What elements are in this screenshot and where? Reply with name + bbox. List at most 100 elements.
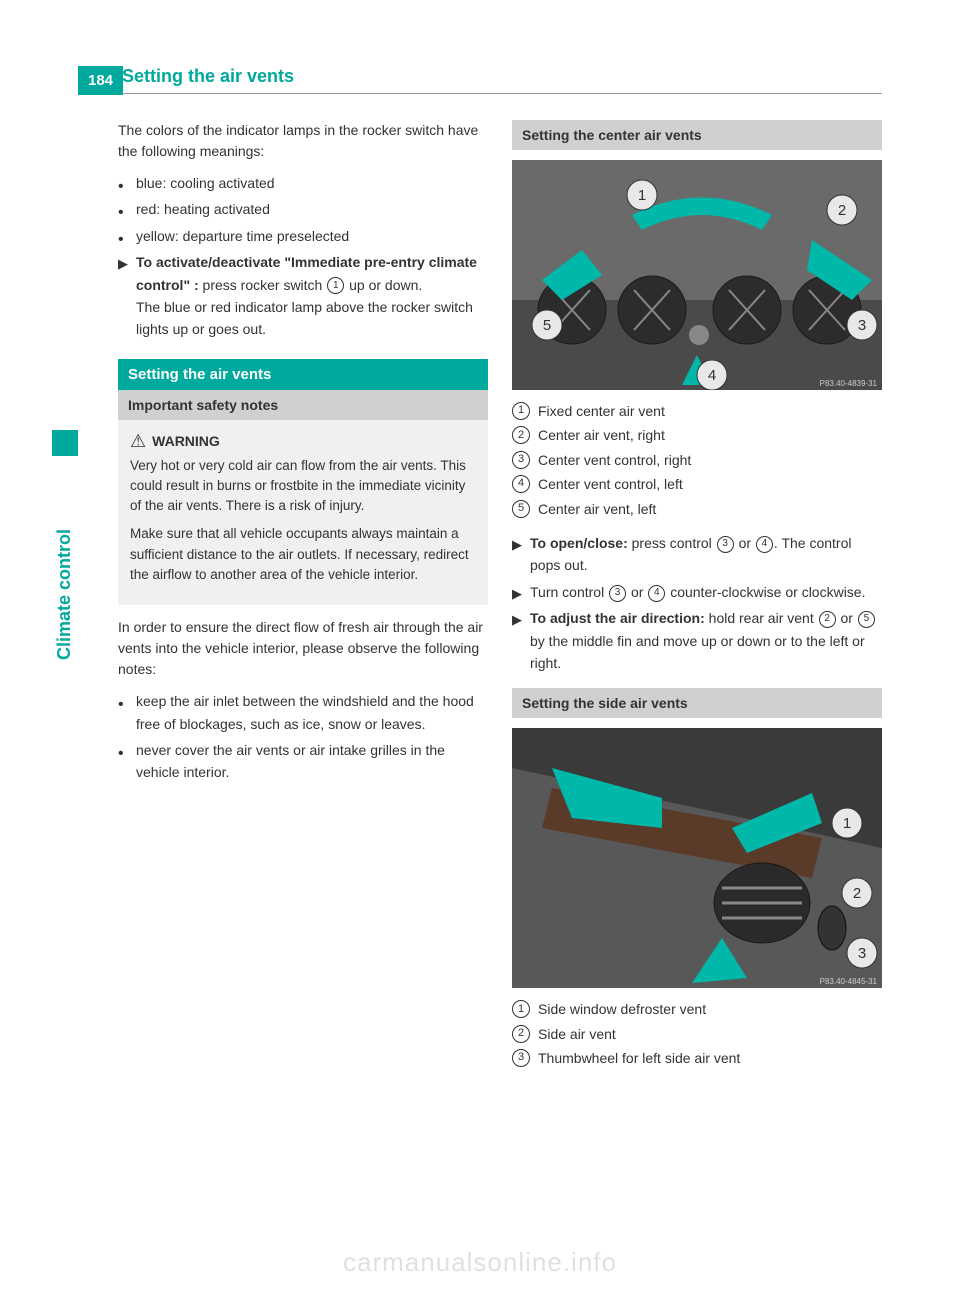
- action-icon: ▶: [118, 254, 128, 275]
- bullet-icon: •: [118, 200, 124, 226]
- t: press rocker switch: [199, 277, 327, 293]
- svg-text:3: 3: [858, 945, 866, 962]
- page-title: Setting the air vents: [122, 66, 294, 86]
- content-columns: The colors of the indicator lamps in the…: [118, 120, 882, 1081]
- warning-header: ⚠ WARNING: [130, 432, 476, 450]
- legend-text: Center vent control, right: [538, 449, 691, 471]
- callout-ref-icon: 3: [717, 536, 734, 553]
- subsection-heading: Setting the side air vents: [512, 688, 882, 718]
- callout-number-icon: 3: [512, 451, 530, 469]
- list-item: • never cover the air vents or air intake…: [118, 739, 488, 784]
- warning-text: Very hot or very cold air can flow from …: [130, 456, 476, 517]
- legend-text: Center air vent, right: [538, 424, 665, 446]
- image-ref: P83.40-4839-31: [820, 379, 878, 388]
- legend-text: Fixed center air vent: [538, 400, 665, 422]
- callout-number-icon: 2: [512, 426, 530, 444]
- bullet-icon: •: [118, 227, 124, 253]
- action-item: ▶ Turn control 3 or 4 counter-clockwise …: [512, 581, 882, 603]
- svg-text:2: 2: [853, 885, 861, 902]
- side-vents-figure: 1 2 3 P83.40-4845-31: [512, 728, 882, 988]
- center-vents-figure: 1 2 3 4 5 P83.40-4839-31: [512, 160, 882, 390]
- action-icon: ▶: [512, 584, 522, 605]
- callout-number-icon: 1: [512, 402, 530, 420]
- callout-1: 1: [638, 187, 646, 204]
- t: or: [837, 610, 857, 626]
- action-result: The blue or red indicator lamp above the…: [136, 299, 473, 337]
- action-item: ▶ To adjust the air direction: hold rear…: [512, 607, 882, 674]
- section-heading: Setting the air vents: [118, 359, 488, 390]
- legend-text: Thumbwheel for left side air vent: [538, 1047, 740, 1069]
- svg-text:3: 3: [858, 317, 866, 334]
- t: hold rear air vent: [705, 610, 818, 626]
- list-text: keep the air inlet between the windshiel…: [136, 693, 474, 731]
- warning-text: Make sure that all vehicle occupants alw…: [130, 524, 476, 585]
- svg-text:5: 5: [543, 317, 551, 334]
- action-text: To activate/deactivate "Immediate pre-en…: [136, 254, 477, 337]
- t: counter-clockwise or clockwise.: [666, 584, 865, 600]
- action-item: ▶ To activate/deactivate "Immediate pre-…: [118, 251, 488, 341]
- t: up or down.: [345, 277, 422, 293]
- t: press control: [628, 535, 716, 551]
- action-text: To open/close: press control 3 or 4. The…: [530, 535, 851, 573]
- legend-item: 5 Center air vent, left: [512, 498, 882, 520]
- list-text: red: heating activated: [136, 201, 270, 217]
- legend-text: Side window defroster vent: [538, 998, 706, 1020]
- intro-text: The colors of the indicator lamps in the…: [118, 120, 488, 162]
- t: or: [735, 535, 755, 551]
- legend-item: 4 Center vent control, left: [512, 473, 882, 495]
- callout-number-icon: 5: [512, 500, 530, 518]
- legend-text: Center vent control, left: [538, 473, 683, 495]
- list-text: never cover the air vents or air intake …: [136, 742, 445, 780]
- warning-icon: ⚠: [130, 432, 146, 450]
- legend-item: 3Thumbwheel for left side air vent: [512, 1047, 882, 1069]
- image-ref: P83.40-4845-31: [820, 977, 878, 986]
- indicator-color-list: •blue: cooling activated •red: heating a…: [118, 172, 488, 341]
- callout-number-icon: 4: [512, 475, 530, 493]
- legend-item: 1 Fixed center air vent: [512, 400, 882, 422]
- legend-text: Center air vent, left: [538, 498, 656, 520]
- callout-ref-icon: 5: [858, 611, 875, 628]
- action-item: ▶ To open/close: press control 3 or 4. T…: [512, 532, 882, 577]
- subsection-heading: Important safety notes: [118, 390, 488, 420]
- legend-item: 2 Center air vent, right: [512, 424, 882, 446]
- center-vents-legend: 1 Fixed center air vent 2 Center air vent,…: [512, 400, 882, 520]
- svg-text:1: 1: [843, 815, 851, 832]
- t: To adjust the air direction:: [530, 610, 705, 626]
- side-vents-legend: 1 Side window defroster vent 2 Side air ve…: [512, 998, 882, 1069]
- center-vents-actions: ▶ To open/close: press control 3 or 4. T…: [512, 532, 882, 674]
- t: or: [627, 584, 647, 600]
- right-column: Setting the center air vents: [512, 120, 882, 1081]
- legend-text: Side air vent: [538, 1023, 616, 1045]
- subsection-heading: Setting the center air vents: [512, 120, 882, 150]
- bullet-icon: •: [118, 741, 124, 767]
- bullet-icon: •: [118, 174, 124, 200]
- warning-label: WARNING: [152, 433, 220, 449]
- body-text: In order to ensure the direct flow of fr…: [118, 617, 488, 680]
- list-item: •blue: cooling activated: [118, 172, 488, 194]
- list-item: • keep the air inlet between the windshie…: [118, 690, 488, 735]
- callout-ref-icon: 3: [609, 585, 626, 602]
- callout-number-icon: 1: [512, 1000, 530, 1018]
- callout-ref-icon: 4: [756, 536, 773, 553]
- legend-item: 3 Center vent control, right: [512, 449, 882, 471]
- left-column: The colors of the indicator lamps in the…: [118, 120, 488, 1081]
- t: To open/close:: [530, 535, 628, 551]
- callout-ref-icon: 4: [648, 585, 665, 602]
- legend-item: 1 Side window defroster vent: [512, 998, 882, 1020]
- callout-ref-icon: 1: [327, 277, 344, 294]
- action-text: To adjust the air direction: hold rear a…: [530, 610, 876, 671]
- list-item: •red: heating activated: [118, 198, 488, 220]
- legend-item: 2 Side air vent: [512, 1023, 882, 1045]
- side-tab-marker: [52, 430, 78, 456]
- callout-number-icon: 2: [512, 1025, 530, 1043]
- list-text: blue: cooling activated: [136, 175, 275, 191]
- notes-list: • keep the air inlet between the windshie…: [118, 690, 488, 784]
- svg-text:2: 2: [838, 202, 846, 219]
- action-text: Turn control 3 or 4 counter-clockwise or…: [530, 584, 865, 600]
- bullet-icon: •: [118, 692, 124, 718]
- list-text: yellow: departure time preselected: [136, 228, 349, 244]
- page-number: 184: [78, 66, 123, 95]
- svg-text:4: 4: [708, 367, 716, 384]
- t: Turn control: [530, 584, 608, 600]
- action-icon: ▶: [512, 535, 522, 556]
